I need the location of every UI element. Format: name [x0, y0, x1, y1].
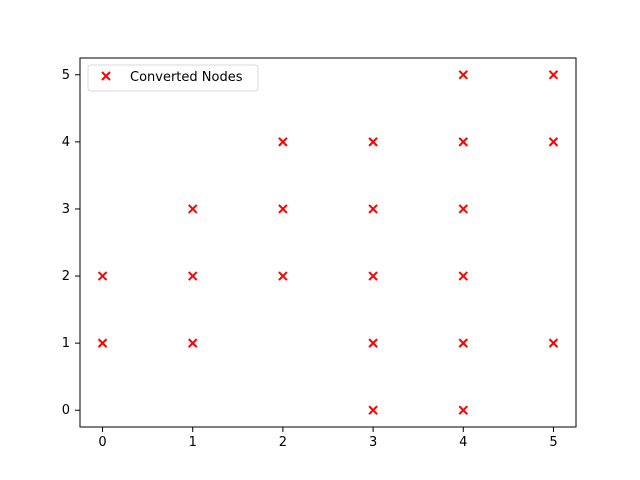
x-tick-label: 3	[369, 435, 377, 450]
y-tick-label: 2	[62, 269, 70, 284]
y-tick-label: 4	[62, 135, 70, 150]
scatter-point	[548, 70, 559, 80]
legend-marker-icon	[101, 71, 111, 81]
scatter-point	[188, 271, 198, 281]
scatter-point	[458, 70, 468, 80]
scatter-point	[278, 137, 288, 147]
legend-label: Converted Nodes	[130, 70, 243, 85]
scatter-point	[278, 204, 288, 214]
y-tick-label: 3	[62, 202, 70, 217]
scatter-point	[97, 271, 108, 281]
scatter-point	[458, 338, 468, 348]
scatter-point	[97, 338, 108, 348]
scatter-point	[458, 137, 468, 147]
scatter-point	[368, 338, 378, 348]
x-tick-label: 1	[189, 435, 197, 450]
legend-box	[87, 64, 259, 92]
y-tick-label: 0	[62, 403, 70, 418]
scatter-point	[368, 405, 378, 415]
legend: Converted Nodes	[87, 64, 259, 92]
scatter-point	[278, 271, 288, 281]
scatter-point	[548, 137, 559, 147]
ticks-layer: 0 1 2 3 4 5 0 1 2 3 4 5	[62, 68, 558, 450]
x-tick-label: 2	[279, 435, 287, 450]
scatter-point	[368, 137, 378, 147]
y-tick-label: 5	[62, 68, 70, 83]
scatter-point	[458, 204, 468, 214]
x-tick-label: 4	[459, 435, 467, 450]
plot-frame	[79, 57, 577, 428]
scatter-point	[188, 338, 198, 348]
x-tick-label: 0	[98, 435, 106, 450]
scatter-point	[458, 405, 468, 415]
x-tick-label: 5	[549, 435, 557, 450]
scatter-point	[368, 271, 378, 281]
y-tick-label: 1	[62, 336, 70, 351]
scatter-point	[188, 204, 198, 214]
scatter-point	[368, 204, 378, 214]
points-layer	[97, 70, 559, 415]
scatter-point	[548, 338, 559, 348]
scatter-point	[458, 271, 468, 281]
